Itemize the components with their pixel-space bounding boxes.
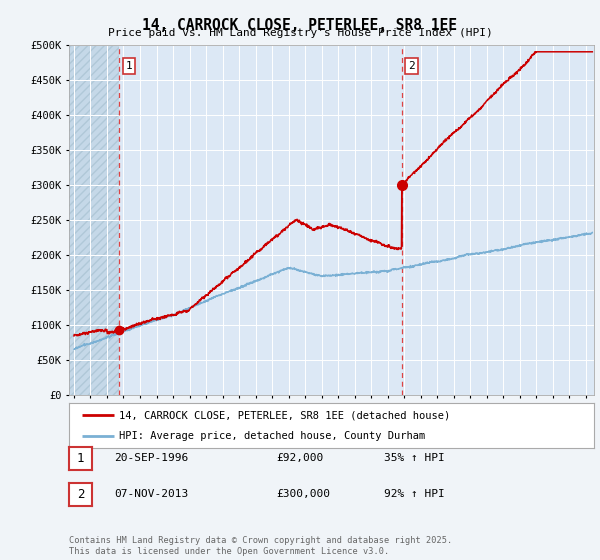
Text: HPI: Average price, detached house, County Durham: HPI: Average price, detached house, Coun… <box>119 431 425 441</box>
Text: 20-SEP-1996: 20-SEP-1996 <box>114 453 188 463</box>
Text: £92,000: £92,000 <box>276 453 323 463</box>
Text: Price paid vs. HM Land Registry's House Price Index (HPI): Price paid vs. HM Land Registry's House … <box>107 28 493 38</box>
Text: Contains HM Land Registry data © Crown copyright and database right 2025.
This d: Contains HM Land Registry data © Crown c… <box>69 536 452 556</box>
Text: 1: 1 <box>77 452 84 465</box>
Text: 92% ↑ HPI: 92% ↑ HPI <box>384 489 445 499</box>
Text: 2: 2 <box>77 488 84 501</box>
Text: 1: 1 <box>125 61 132 71</box>
Text: 14, CARROCK CLOSE, PETERLEE, SR8 1EE (detached house): 14, CARROCK CLOSE, PETERLEE, SR8 1EE (de… <box>119 410 450 421</box>
Text: 2: 2 <box>408 61 415 71</box>
Text: 35% ↑ HPI: 35% ↑ HPI <box>384 453 445 463</box>
Text: 07-NOV-2013: 07-NOV-2013 <box>114 489 188 499</box>
Bar <box>69 45 119 395</box>
Text: 14, CARROCK CLOSE, PETERLEE, SR8 1EE: 14, CARROCK CLOSE, PETERLEE, SR8 1EE <box>143 18 458 33</box>
Text: £300,000: £300,000 <box>276 489 330 499</box>
